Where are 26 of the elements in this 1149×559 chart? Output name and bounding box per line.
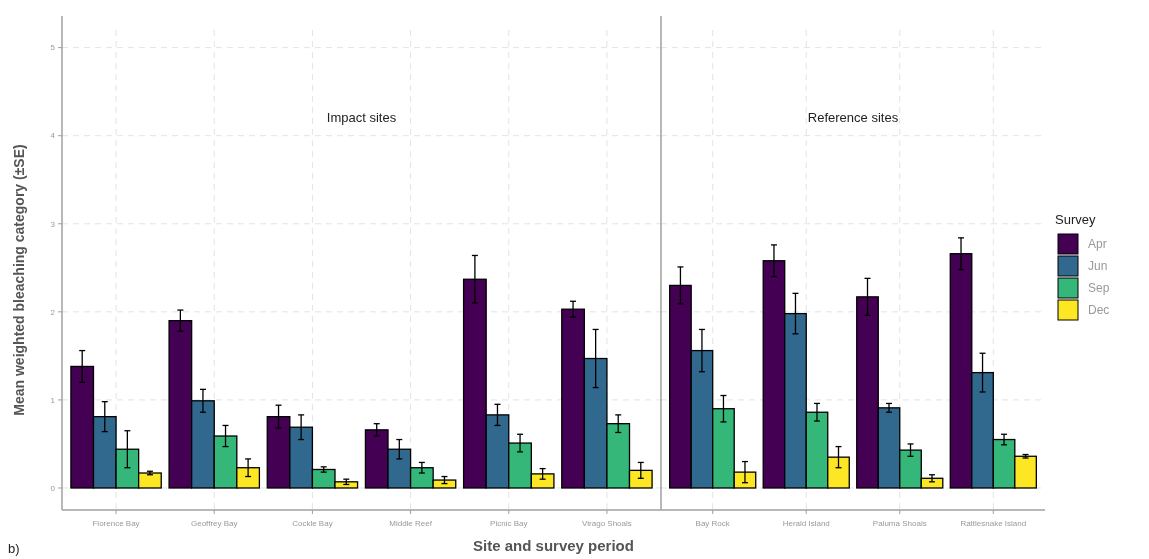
legend-label: Apr (1088, 237, 1107, 252)
x-tick-label: Cockle Bay (292, 519, 333, 528)
y-axis-title: Mean weighted bleaching category (±SE) (11, 144, 27, 416)
y-tick-label: 3 (50, 219, 56, 229)
x-tick-label: Bay Rock (695, 519, 731, 528)
legend-label: Jun (1088, 259, 1108, 274)
x-tick-label: Florence Bay (92, 519, 140, 528)
x-tick-label: Paluma Shoals (872, 519, 927, 528)
x-tick-label: Middle Reef (389, 519, 433, 528)
text: Reference sites (807, 110, 899, 125)
y-tick-label: 0 (50, 483, 56, 493)
text: Impact sites (326, 110, 397, 125)
x-tick-label: Virago Shoals (582, 519, 632, 528)
y-tick-label: 4 (50, 131, 56, 141)
x-tick-label: Geoffrey Bay (190, 519, 238, 528)
y-tick-label: 1 (50, 395, 56, 405)
x-tick-label: Rattlesnake Island (960, 519, 1027, 528)
x-tick-label: Herald Island (782, 519, 830, 528)
legend-label: Sep (1088, 281, 1110, 296)
x-tick-label: Picnic Bay (490, 519, 528, 528)
legend-label: Dec (1088, 303, 1110, 318)
text: b) (8, 541, 20, 556)
x-axis-title: Site and survey period (473, 537, 634, 554)
legend-title: Survey (1055, 212, 1096, 227)
y-tick-label: 5 (50, 43, 56, 53)
y-tick-label: 2 (50, 307, 56, 317)
